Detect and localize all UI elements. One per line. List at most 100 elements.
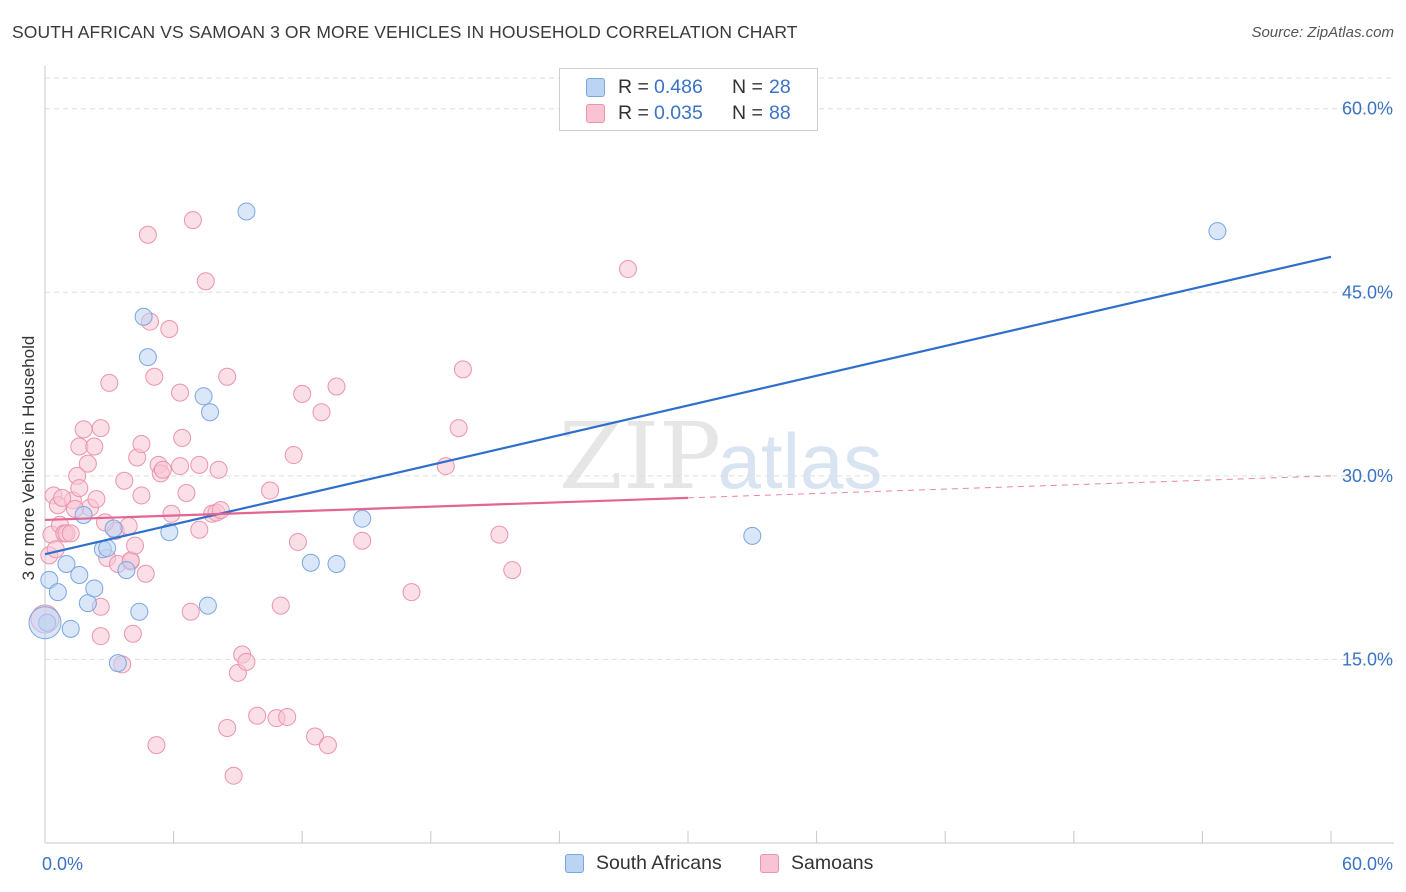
samoan-point (85, 437, 104, 456)
samoan-point (218, 367, 237, 386)
samoan-point (318, 736, 337, 755)
samoan-point (70, 437, 89, 456)
south-african-point (1208, 222, 1227, 241)
samoan-point (618, 260, 637, 279)
blue-swatch (586, 77, 605, 97)
samoan-point (237, 652, 256, 671)
axis-layer (44, 66, 1394, 844)
south-african-point (108, 654, 127, 673)
south-african-point (74, 506, 93, 525)
grid-layer (45, 77, 1394, 660)
samoan-point (327, 377, 346, 396)
samoan-point (115, 471, 134, 490)
y-tick-label: 45.0% (1342, 282, 1393, 302)
samoan-point (288, 532, 307, 551)
south-african-point (201, 403, 220, 422)
south-african-point (743, 526, 762, 545)
pink-swatch (760, 854, 779, 873)
samoan-point (218, 718, 237, 737)
y-tick-label: 60.0% (1342, 99, 1393, 119)
samoan-point (284, 446, 303, 465)
samoan-point (153, 460, 172, 479)
south-african-point (70, 565, 89, 584)
samoan-point (136, 564, 155, 583)
samoan-point (503, 561, 522, 580)
samoan-point (74, 420, 93, 439)
legend-row-south-africans: R = 0.486 N = 28 (586, 75, 791, 99)
samoan-point (147, 736, 166, 755)
south-african-point (40, 570, 59, 589)
south-african-point (138, 348, 157, 367)
y-tick-label: 30.0% (1342, 466, 1393, 486)
samoan-point (449, 419, 468, 438)
samoan-point (162, 504, 181, 523)
south-african-point (28, 606, 62, 640)
samoan-point (160, 320, 179, 338)
legend-item-south-africans[interactable]: South Africans (565, 852, 722, 875)
y-tick-label: 15.0% (1342, 649, 1393, 669)
south-africans-trendline (44, 255, 1332, 556)
samoan-point (145, 367, 164, 386)
samoans-trendline (44, 496, 689, 522)
samoan-point (490, 525, 509, 544)
samoan-point (171, 383, 190, 402)
samoan-point (87, 490, 106, 509)
samoan-point (306, 727, 325, 746)
samoan-point (190, 520, 209, 539)
samoan-point (224, 766, 243, 785)
n-value: 88 (769, 101, 791, 124)
pink-swatch (586, 103, 605, 123)
samoan-point (70, 479, 89, 498)
source-label: Source: ZipAtlas.com (1251, 24, 1394, 41)
label-layer: 15.0% 30.0% 45.0% 60.0% 0.0% 60.0% 3 or more V… (19, 99, 1393, 874)
n-label: N = (732, 75, 763, 98)
south-african-point (61, 619, 80, 638)
samoan-point (248, 706, 267, 725)
blue-swatch (565, 854, 584, 873)
samoan-point (173, 428, 192, 447)
samoans-trendline-extension (687, 475, 1332, 499)
samoan-point (123, 624, 142, 643)
r-label: R = (618, 101, 649, 124)
n-value: 28 (769, 75, 791, 98)
samoan-point (53, 488, 72, 507)
south-african-point (104, 519, 123, 538)
samoan-point (453, 360, 472, 379)
x-tick-label-min: 0.0% (42, 854, 83, 874)
r-label: R = (618, 75, 649, 98)
samoan-point (183, 211, 202, 230)
samoan-point (100, 373, 119, 392)
legend-label: South Africans (596, 852, 722, 874)
south-african-point (194, 387, 213, 406)
samoan-point (61, 524, 80, 543)
south-african-point (301, 553, 320, 572)
south-african-point (237, 202, 256, 221)
samoan-point (261, 481, 280, 500)
south-african-point (85, 579, 104, 598)
legend-row-samoans: R = 0.035 N = 88 (586, 101, 791, 125)
samoan-point (171, 457, 190, 476)
samoan-point (312, 403, 331, 422)
south-african-point (353, 509, 372, 528)
samoan-point (78, 454, 97, 473)
south-african-point (48, 583, 67, 602)
correlation-legend: R = 0.486 N = 28 R = 0.035 N = 88 (559, 68, 818, 131)
chart-title: SOUTH AFRICAN VS SAMOAN 3 OR MORE VEHICL… (12, 22, 798, 42)
samoan-point (181, 602, 200, 621)
samoan-point (126, 536, 145, 555)
samoan-point (132, 486, 151, 505)
samoan-point (91, 419, 110, 438)
south-african-point (198, 596, 217, 615)
legend-item-samoans[interactable]: Samoans (760, 852, 873, 875)
south-africans-points (28, 202, 1227, 673)
r-value: 0.035 (654, 101, 703, 124)
y-axis-label: 3 or more Vehicles in Household (19, 336, 38, 581)
samoan-point (91, 627, 110, 646)
watermark-zip: ZIP (559, 403, 721, 510)
south-african-point (130, 602, 149, 621)
south-african-point (57, 554, 76, 573)
n-label: N = (732, 101, 763, 124)
samoan-point (119, 517, 138, 536)
x-tick-label-max: 60.0% (1342, 854, 1393, 874)
south-african-point (327, 554, 346, 573)
